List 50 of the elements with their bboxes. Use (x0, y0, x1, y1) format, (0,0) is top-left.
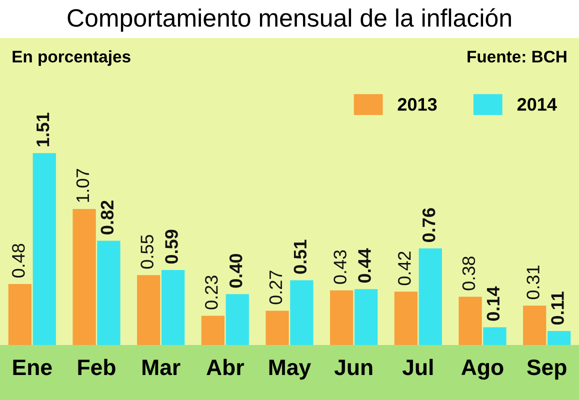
bar (547, 331, 571, 345)
bar (266, 310, 289, 345)
data-label: 0.38 (462, 256, 476, 290)
data-label: 0.59 (165, 230, 178, 264)
data-label: 0.27 (269, 270, 282, 304)
x-tick-label: Mar (142, 360, 180, 376)
bar (458, 296, 482, 345)
data-label: 0.44 (358, 248, 371, 283)
data-label: 0.51 (294, 240, 307, 274)
data-label: 0.14 (486, 286, 500, 321)
x-tick-label: Ago (461, 360, 504, 380)
bar (161, 270, 185, 345)
bar (330, 290, 354, 345)
data-label: 1.51 (36, 112, 50, 146)
bar (354, 289, 378, 345)
data-label: 1.07 (76, 169, 90, 202)
data-label: 0.55 (140, 234, 154, 269)
bar (394, 292, 418, 345)
data-label: 0.76 (422, 208, 436, 242)
x-tick-label: Ene (13, 360, 52, 376)
x-tick-label: May (269, 360, 311, 380)
data-label: 0.42 (398, 252, 411, 286)
data-label: 0.31 (526, 266, 540, 300)
data-label: 0.82 (100, 200, 114, 234)
bar (226, 294, 249, 345)
chart-title: Comportamiento mensual de la inflación (68, 8, 511, 32)
bar (418, 248, 442, 345)
bar (483, 327, 506, 345)
x-tick-label: Sep (527, 359, 566, 380)
x-tick-label: Feb (78, 358, 116, 376)
data-label: 0.11 (551, 292, 564, 325)
data-label: 0.43 (334, 250, 346, 284)
bar (72, 209, 96, 345)
bar (97, 240, 120, 345)
x-tick-label: Jun (334, 360, 372, 376)
data-label: 0.48 (12, 244, 25, 278)
bar (523, 306, 546, 345)
legend-label: 2013 (398, 98, 437, 111)
bar (32, 153, 56, 345)
bar (290, 280, 314, 345)
source-note: Fuente: BCH (468, 50, 566, 63)
chart-subtitle: En porcentajes (12, 50, 130, 66)
data-label: 0.23 (205, 276, 218, 310)
x-tick-label: Jul (402, 358, 433, 376)
legend-label: 2014 (517, 98, 557, 111)
data-label: 0.40 (229, 254, 242, 288)
bar (201, 316, 225, 345)
x-tick-label: Abr (206, 358, 244, 376)
bar (8, 284, 32, 345)
bar (137, 275, 160, 345)
